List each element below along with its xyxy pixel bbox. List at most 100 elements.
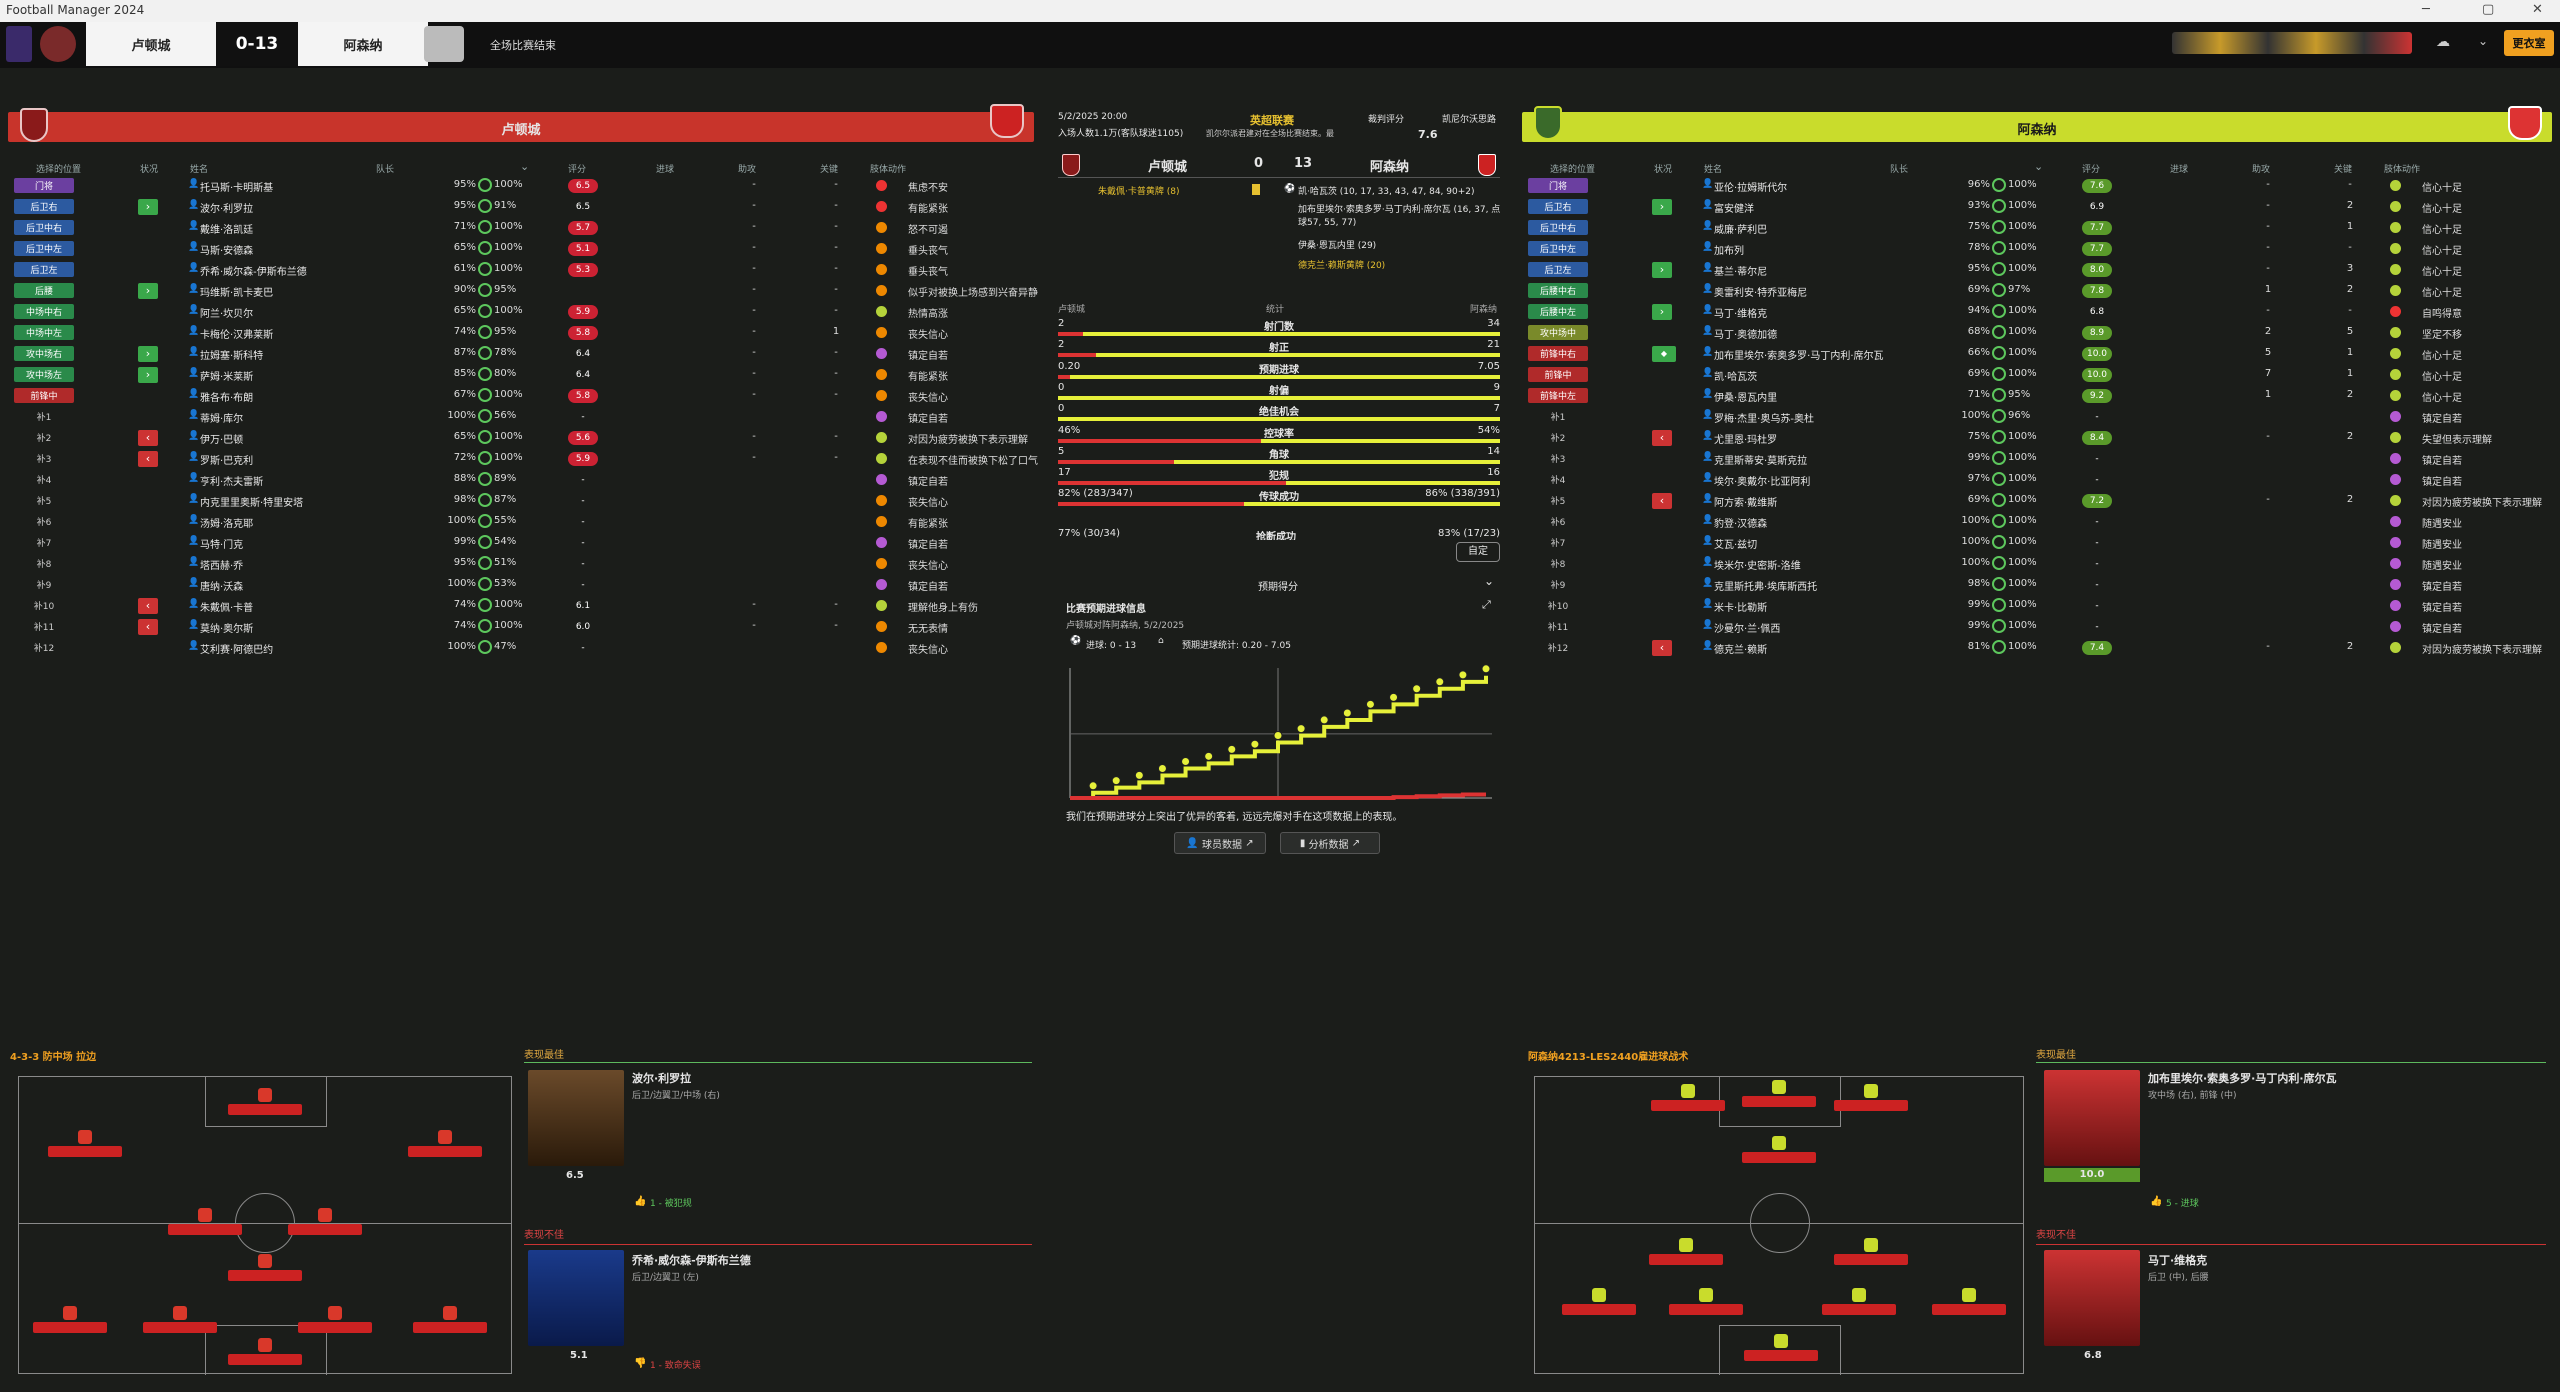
predicted-score-label[interactable]: 预期得分 [1258, 582, 1298, 593]
col-key[interactable]: 关键 [820, 165, 839, 175]
position-badge[interactable]: 中场中右 [14, 304, 74, 319]
player-row[interactable]: 后卫左 › 👤 基兰·蒂尔尼 95% 100% 8.0 - 3 信心十足 [1522, 260, 2552, 280]
player-row[interactable]: 补1 👤 蒂姆·库尔 100% 56% - 镇定自若 [8, 407, 1034, 427]
player-name[interactable]: 威廉·萨利巴 [1714, 225, 1768, 236]
player-row[interactable]: 补3 ‹ 👤 罗斯·巴克利 72% 100% 5.9 - - 在表现不佳而被换下松了口气 [8, 449, 1038, 469]
position-badge[interactable]: 门将 [1528, 178, 1588, 193]
position-badge[interactable]: 后卫左 [1528, 262, 1588, 277]
position-badge[interactable]: 补6 [36, 518, 52, 528]
player-name[interactable]: 玛维斯·凯卡麦巴 [200, 288, 274, 299]
formation-player-shirt-icon[interactable] [318, 1208, 332, 1222]
sub-in-icon[interactable]: › [1652, 262, 1672, 278]
chevron-down-icon[interactable]: ⌄ [520, 160, 530, 173]
formation-player-shirt-icon[interactable] [1864, 1084, 1878, 1098]
formation-player-shirt-icon[interactable] [173, 1306, 187, 1320]
formation-player-label[interactable] [413, 1322, 487, 1333]
formation-player-shirt-icon[interactable] [1864, 1238, 1878, 1252]
player-name[interactable]: 伊桑·恩瓦内里 [1714, 393, 1778, 404]
position-badge[interactable]: 补5 [36, 497, 52, 507]
col-name[interactable]: 姓名 [190, 165, 209, 175]
player-name[interactable]: 罗梅·杰里·奥乌苏-奥杜 [1714, 414, 1814, 425]
position-badge[interactable]: 补6 [1550, 518, 1566, 528]
player-row[interactable]: 补7 👤 艾瓦·兹切 100% 100% - 随遇安业 [1522, 533, 2552, 553]
sub-out-icon[interactable]: ‹ [1652, 640, 1672, 656]
position-badge[interactable]: 后腰中右 [1528, 283, 1588, 298]
player-row[interactable]: 后腰中右 👤 奥雷利安·特乔亚梅尼 69% 97% 7.8 1 2 信心十足 [1522, 281, 2552, 301]
competition-name[interactable]: 英超联赛 [1250, 114, 1294, 127]
formation-player-label[interactable] [1649, 1254, 1723, 1265]
formation-player-label[interactable] [228, 1270, 302, 1281]
player-name[interactable]: 艾利赛·阿德巴约 [200, 645, 274, 656]
player-row[interactable]: 补9 👤 克里斯托弗·埃库斯西托 98% 100% - 镇定自若 [1522, 575, 2552, 595]
player-row[interactable]: 门将 👤 托马斯·卡明斯基 95% 100% 6.5 - - 焦虑不安 [8, 176, 1034, 196]
away-name[interactable]: 阿森纳 [1370, 160, 1410, 175]
col-captain[interactable]: 队长 [1890, 165, 1909, 175]
close-icon[interactable]: ✕ [2532, 2, 2543, 17]
formation-player-shirt-icon[interactable] [258, 1338, 272, 1352]
player-name[interactable]: 马斯·安德森 [200, 246, 254, 257]
formation-player-label[interactable] [33, 1322, 107, 1333]
position-badge[interactable]: 前锋中 [1528, 367, 1588, 382]
col-mood[interactable]: 肢体动作 [2384, 165, 2421, 175]
formation-player-label[interactable] [1744, 1350, 1818, 1361]
player-row[interactable]: 后卫中右 👤 戴维·洛凯廷 71% 100% 5.7 - - 怒不可遏 [8, 218, 1034, 238]
formation-player-label[interactable] [228, 1104, 302, 1115]
chat-icon[interactable]: ☁ [2436, 34, 2450, 50]
analysis-data-button[interactable]: ▮ 分析数据 ↗ [1280, 832, 1380, 854]
position-badge[interactable]: 补9 [36, 581, 52, 591]
sub-out-icon[interactable]: ‹ [1652, 493, 1672, 509]
formation-player-label[interactable] [228, 1354, 302, 1365]
stat-row[interactable]: 46% 控球率 54% [1058, 425, 1500, 447]
stat-row[interactable]: 2 射门数 34 [1058, 318, 1500, 340]
away-team-name[interactable]: 阿森纳 [298, 22, 428, 66]
away-best-name[interactable]: 加布里埃尔·索奥多罗·马丁内利·席尔瓦 [2148, 1072, 2337, 1085]
position-badge[interactable]: 补5 [1550, 497, 1566, 507]
formation-player-shirt-icon[interactable] [198, 1208, 212, 1222]
sub-in-icon[interactable]: › [138, 367, 158, 383]
sub-in-icon[interactable]: › [138, 346, 158, 362]
formation-player-shirt-icon[interactable] [1679, 1238, 1693, 1252]
col-goals[interactable]: 进球 [656, 165, 675, 175]
position-badge[interactable]: 攻中场右 [14, 346, 74, 361]
formation-player-label[interactable] [298, 1322, 372, 1333]
col-captain[interactable]: 队长 [376, 165, 395, 175]
formation-player-label[interactable] [288, 1224, 362, 1235]
position-badge[interactable]: 补7 [36, 539, 52, 549]
home-name[interactable]: 卢顿城 [1148, 160, 1188, 175]
position-badge[interactable]: 后卫中右 [1528, 220, 1588, 235]
stat-row[interactable]: 17 犯规 16 [1058, 467, 1500, 489]
player-name[interactable]: 米卡·比勒斯 [1714, 603, 1768, 614]
away-worst-name[interactable]: 马丁·维格克 [2148, 1254, 2208, 1267]
stat-row[interactable]: 0 射偏 9 [1058, 382, 1500, 404]
formation-player-label[interactable] [408, 1146, 482, 1157]
formation-player-label[interactable] [1651, 1100, 1725, 1111]
player-name[interactable]: 艾瓦·兹切 [1714, 540, 1758, 551]
position-badge[interactable]: 补12 [1547, 644, 1569, 654]
col-cond[interactable]: 状况 [1654, 165, 1673, 175]
position-badge[interactable]: 前锋中左 [1528, 388, 1588, 403]
player-row[interactable]: 补6 👤 豹登·汉德森 100% 100% - 随遇安业 [1522, 512, 2552, 532]
col-goals[interactable]: 进球 [2170, 165, 2189, 175]
position-badge[interactable]: 后卫右 [1528, 199, 1588, 214]
position-badge[interactable]: 补4 [36, 476, 52, 486]
formation-player-shirt-icon[interactable] [63, 1306, 77, 1320]
formation-player-shirt-icon[interactable] [1699, 1288, 1713, 1302]
formation-player-label[interactable] [1562, 1304, 1636, 1315]
player-name[interactable]: 托马斯·卡明斯基 [200, 183, 274, 194]
formation-player-label[interactable] [1932, 1304, 2006, 1315]
player-row[interactable]: 前锋中 👤 凯·哈瓦茨 69% 100% 10.0 7 1 信心十足 [1522, 365, 2552, 385]
position-badge[interactable]: 补8 [1550, 560, 1566, 570]
col-mood[interactable]: 肢体动作 [870, 165, 907, 175]
position-badge[interactable]: 后卫中左 [1528, 241, 1588, 256]
formation-player-label[interactable] [1822, 1304, 1896, 1315]
stat-row[interactable]: 0 绝佳机会 7 [1058, 403, 1500, 425]
sub-icon[interactable]: ◆ [1652, 346, 1676, 362]
col-pos[interactable]: 选择的位置 [36, 165, 82, 175]
position-badge[interactable]: 前锋中 [14, 388, 74, 403]
col-rating[interactable]: 评分 [2082, 165, 2101, 175]
player-name[interactable]: 沙曼尔·兰·佩西 [1714, 624, 1781, 635]
player-row[interactable]: 补11 ‹ 👤 莫纳·奥尔斯 74% 100% 6.0 - - 无无表情 [8, 617, 1034, 637]
formation-player-shirt-icon[interactable] [1772, 1136, 1786, 1150]
sub-out-icon[interactable]: ‹ [138, 598, 158, 614]
position-badge[interactable]: 补11 [1547, 623, 1569, 633]
